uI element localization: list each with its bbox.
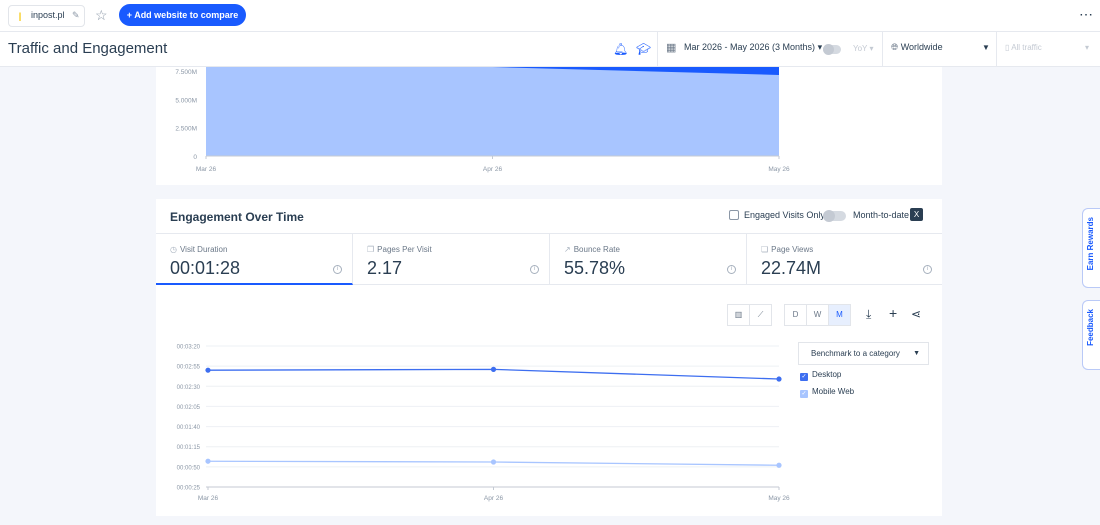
data-point	[490, 459, 497, 465]
info-icon[interactable]: i	[923, 265, 932, 274]
graduation-cap-icon[interactable]: 🎓︎	[636, 42, 652, 56]
month-to-date-label: Month-to-date	[853, 210, 910, 220]
engaged-visits-label: Engaged Visits Only	[744, 210, 825, 220]
yoy-selector[interactable]: YoY ▾	[853, 44, 874, 53]
traffic-card: 7.500M 5.000M 2.500M 0 Mar 26 Apr 26 May 26	[156, 66, 942, 185]
page-header: Traffic and Engagement 🔔︎ 🎓︎ ▦ Mar 2026 …	[0, 32, 1100, 67]
excel-export-icon[interactable]: X	[910, 208, 923, 221]
data-point	[490, 366, 497, 372]
y-tick-label: 00:01:15	[177, 445, 201, 451]
granularity-day-button[interactable]: D	[784, 304, 807, 326]
download-icon[interactable]: ⤓	[866, 307, 872, 321]
date-range-selector[interactable]: Mar 2026 - May 2026 (3 Months) ▾	[684, 42, 823, 52]
share-icon[interactable]: ⋖	[911, 307, 922, 321]
y-tick-label: 00:00:25	[177, 486, 201, 492]
traffic-selector[interactable]: ▯ All traffic	[1005, 43, 1042, 52]
legend-desktop[interactable]: ✓ Desktop	[800, 370, 842, 381]
add-icon[interactable]: +	[889, 305, 898, 321]
bar-chart-button[interactable]: ▥	[727, 304, 750, 326]
metric-page-views[interactable]: ❏ Page Views 22.74M i	[747, 234, 942, 285]
x-tick-label: Mar 26	[196, 166, 217, 173]
y-tick-label: 00:02:55	[177, 365, 201, 371]
chevron-down-icon[interactable]: ▾	[1085, 43, 1090, 52]
more-options-icon[interactable]: ⋯	[1079, 6, 1094, 22]
info-icon[interactable]: i	[333, 265, 342, 274]
checkbox-icon: ✓	[800, 373, 808, 381]
top-bar: | inpost.pl ✎ ☆ + Add website to compare…	[0, 0, 1100, 32]
series-line-desktop	[207, 368, 780, 380]
traffic-icon: ▯	[1005, 43, 1010, 52]
data-point	[776, 376, 782, 382]
feedback-tab[interactable]: Feedback	[1082, 300, 1100, 370]
line-chart-button[interactable]: ⟋	[749, 304, 772, 326]
chevron-down-icon[interactable]: ▼	[982, 43, 990, 52]
traffic-area-chart: 7.500M 5.000M 2.500M 0 Mar 26 Apr 26 May 26	[175, 66, 790, 173]
granularity-week-button[interactable]: W	[806, 304, 829, 326]
data-point	[205, 367, 211, 373]
benchmark-dropdown[interactable]: Benchmark to a category ▼	[798, 342, 929, 365]
page-title: Traffic and Engagement	[8, 40, 168, 57]
checkbox-icon: ✓	[800, 390, 808, 398]
x-tick-label: May 26	[768, 166, 790, 173]
metrics-row: ◷ Visit Duration 00:01:28 i ❐ Pages Per Vi…	[156, 233, 942, 285]
y-tick-label: 00:02:05	[177, 405, 201, 411]
x-tick-label: Apr 26	[483, 166, 503, 173]
page-views-icon: ❏	[761, 245, 769, 254]
country-selector[interactable]: 🌐︎ Worldwide	[891, 42, 943, 52]
y-tick-label: 0	[193, 154, 197, 161]
engagement-title: Engagement Over Time	[170, 210, 304, 224]
add-website-button[interactable]: + Add website to compare	[119, 4, 246, 26]
earn-rewards-tab[interactable]: Earn Rewards	[1082, 208, 1100, 288]
y-tick-label: 00:02:30	[177, 385, 201, 391]
metric-value: 2.17	[367, 258, 403, 278]
site-name: inpost.pl	[31, 10, 65, 20]
clock-icon: ◷	[170, 245, 177, 254]
y-tick-label: 00:01:40	[177, 425, 201, 431]
metric-value: 00:01:28	[170, 258, 241, 278]
metric-bounce-rate[interactable]: ↗ Bounce Rate 55.78% i	[550, 234, 747, 285]
series-area-main	[206, 67, 779, 156]
divider	[996, 32, 997, 67]
calendar-icon: ▦	[666, 42, 677, 54]
site-chip[interactable]: | inpost.pl ✎	[8, 5, 85, 27]
y-tick-label: 2.500M	[175, 126, 197, 133]
yoy-toggle[interactable]	[823, 44, 841, 55]
bar-chart-icon: ▥	[734, 310, 743, 319]
legend-mobile-web[interactable]: ✓ Mobile Web	[800, 387, 855, 398]
engagement-card: Engagement Over Time Engaged Visits Only…	[156, 199, 942, 516]
x-tick-label: Mar 26	[198, 495, 219, 502]
pages-icon: ❐	[367, 245, 375, 254]
divider	[882, 32, 883, 67]
metric-value: 55.78%	[564, 258, 626, 278]
y-tick-label: 00:00:50	[177, 465, 201, 471]
x-tick-label: May 26	[768, 495, 790, 502]
month-to-date-toggle[interactable]	[823, 210, 846, 222]
bell-icon[interactable]: 🔔︎	[613, 42, 629, 56]
metric-value: 22.74M	[761, 258, 822, 278]
y-tick-label: 00:03:20	[177, 345, 201, 351]
data-point	[776, 462, 782, 468]
engaged-visits-checkbox[interactable]	[729, 210, 739, 220]
chevron-down-icon: ▼	[913, 350, 920, 357]
info-icon[interactable]: i	[727, 265, 736, 274]
line-chart-icon: ⟋	[757, 310, 764, 319]
x-tick-label: Apr 26	[484, 495, 504, 502]
series-line-mobile-web	[207, 460, 780, 466]
metric-pages-per-visit[interactable]: ❐ Pages Per Visit 2.17 i	[353, 234, 550, 285]
metric-visit-duration[interactable]: ◷ Visit Duration 00:01:28 i	[156, 234, 353, 285]
site-favicon-icon: |	[18, 11, 22, 21]
y-tick-label: 7.500M	[175, 69, 197, 76]
star-icon[interactable]: ☆	[95, 7, 108, 23]
divider	[657, 32, 658, 67]
data-point	[205, 458, 211, 464]
y-tick-label: 5.000M	[175, 97, 197, 104]
edit-pencil-icon[interactable]: ✎	[72, 10, 80, 20]
globe-icon: 🌐︎	[891, 42, 899, 52]
granularity-month-button[interactable]: M	[828, 304, 851, 326]
bounce-icon: ↗	[564, 245, 571, 254]
info-icon[interactable]: i	[530, 265, 539, 274]
